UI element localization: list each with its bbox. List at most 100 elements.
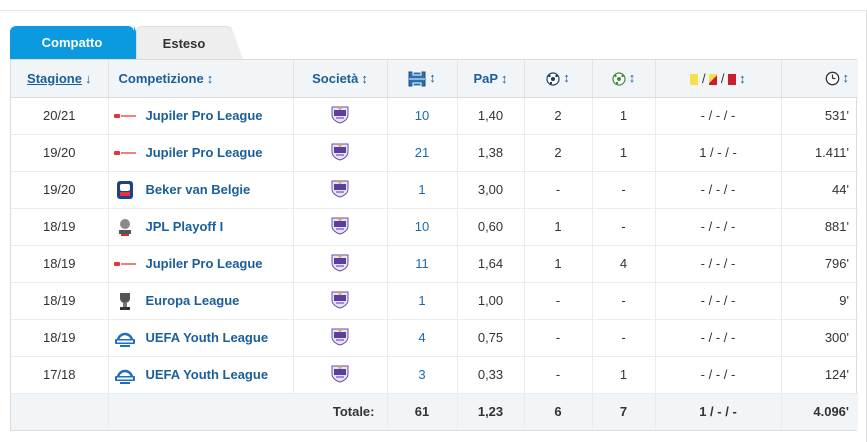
header-competition-label[interactable]: Competizione [118,70,204,86]
header-cards[interactable]: / / ↕ [655,60,782,98]
beker-van-belgie-logo[interactable] [114,179,136,201]
jupiler-pro-league-logo[interactable] [113,105,136,127]
sort-icon[interactable]: ↕ [206,70,214,86]
header-ppg[interactable]: PaP ↕ [457,60,525,98]
assists-cell: 1 [592,134,656,172]
sort-icon[interactable]: ↕ [361,70,368,86]
competition-cell: Jupiler Pro League [108,97,294,135]
club-crest-icon[interactable] [330,178,350,201]
season-cell: 19/20 [11,171,109,209]
sort-icon[interactable]: ↕ [563,70,570,86]
sort-desc-icon[interactable]: ↓ [84,70,92,86]
club-cell [293,171,388,209]
competition-cell: Europa League [108,282,294,320]
totals-cards: 1 / - / - [655,393,782,430]
table-row: 20/21 Jupiler Pro League 10 1,40 2 1- / - / -… [11,97,858,135]
appearances-cell[interactable]: 3 [387,356,458,394]
stats-table-container: Stagione ↓ Competizione ↕ Società ↕ ↕ PaP ↕ [10,59,858,431]
minutes-cell: 9' [781,282,858,320]
ppg-cell: 3,00 [457,171,525,209]
competition-link[interactable]: Jupiler Pro League [145,108,263,123]
goals-cell: - [524,356,593,394]
competition-link[interactable]: JPL Playoff I [145,219,224,234]
appearances-cell[interactable]: 10 [387,97,458,135]
totals-appearances: 61 [387,393,458,430]
sort-icon[interactable]: ↕ [628,70,636,86]
minutes-cell: 44' [781,171,858,209]
sort-icon[interactable]: ↕ [501,70,508,86]
cards-separator: / [702,70,706,86]
appearances-cell[interactable]: 1 [387,171,458,209]
header-season-label[interactable]: Stagione [27,70,82,86]
assists-cell: - [592,208,656,246]
season-cell: 20/21 [11,97,109,135]
table-row: 18/19 JPL Playoff I 10 0,60 1- - / - / -881' [11,208,858,246]
sort-icon[interactable]: ↕ [739,70,746,86]
competition-link[interactable]: Europa League [145,293,240,308]
assists-cell: 1 [592,356,656,394]
club-crest-icon[interactable] [330,215,350,238]
season-cell: 17/18 [11,356,109,394]
appearances-cell[interactable]: 10 [387,208,458,246]
header-club-label[interactable]: Società [312,70,359,86]
appearances-cell[interactable]: 4 [387,319,458,357]
competition-cell: UEFA Youth League [108,356,294,394]
competition-link[interactable]: Jupiler Pro League [145,256,263,271]
goals-cell: - [524,171,593,209]
club-crest-icon[interactable] [330,252,350,275]
totals-empty-cell [11,393,109,430]
header-assists[interactable]: ↕ [592,60,656,98]
ppg-cell: 0,75 [457,319,525,357]
cards-cell: - / - / - [655,319,782,357]
header-minutes[interactable]: ↕ [781,60,858,98]
uefa-youth-league-logo[interactable] [114,327,136,349]
tab-compatto[interactable]: Compatto [10,26,146,59]
club-crest-icon[interactable] [330,326,350,349]
header-competition[interactable]: Competizione ↕ [108,60,294,98]
competition-link[interactable]: UEFA Youth League [145,330,269,345]
header-appearances[interactable]: ↕ [387,60,458,98]
club-cell [293,134,388,172]
club-cell [293,245,388,283]
red-card-icon [728,73,737,85]
assists-cell: 4 [592,245,656,283]
jupiler-pro-league-logo[interactable] [113,142,136,164]
cards-cell: 1 / - / - [655,134,782,172]
stats-table: Stagione ↓ Competizione ↕ Società ↕ ↕ PaP ↕ [11,60,858,430]
competition-link[interactable]: Jupiler Pro League [145,145,263,160]
header-ppg-label[interactable]: PaP [473,70,499,86]
jpl-playoff-logo[interactable] [114,216,136,238]
cards-cell: - / - / - [655,97,782,135]
ppg-cell: 0,33 [457,356,525,394]
minutes-cell: 300' [781,319,858,357]
assist-ball-icon [612,72,626,86]
club-crest-icon[interactable] [330,141,350,164]
appearances-cell[interactable]: 1 [387,282,458,320]
table-row: 18/19 Jupiler Pro League 11 1,64 1 4- / - / -… [11,245,858,283]
minutes-cell: 531' [781,97,858,135]
club-crest-icon[interactable] [330,363,350,386]
jupiler-pro-league-logo[interactable] [113,253,136,275]
header-club[interactable]: Società ↕ [293,60,388,98]
club-cell [293,97,388,135]
club-crest-icon[interactable] [330,289,350,312]
appearances-cell[interactable]: 21 [387,134,458,172]
sort-icon[interactable]: ↕ [429,69,436,85]
header-goals[interactable]: ↕ [524,60,593,98]
uefa-youth-league-logo[interactable] [114,364,136,386]
header-season[interactable]: Stagione ↓ [11,60,109,98]
tab-esteso[interactable]: Esteso [136,26,243,59]
totals-assists: 7 [592,393,656,430]
europa-league-logo[interactable] [114,290,136,312]
competition-link[interactable]: UEFA Youth League [145,367,269,382]
appearances-cell[interactable]: 11 [387,245,458,283]
view-tabs: Compatto Esteso [10,26,243,59]
competition-link[interactable]: Beker van Belgie [145,182,251,197]
club-crest-icon[interactable] [330,104,350,127]
yellow-card-icon [690,73,699,85]
table-body: 20/21 Jupiler Pro League 10 1,40 2 1- / - / -… [11,97,858,430]
sort-icon[interactable]: ↕ [842,70,850,86]
ppg-cell: 0,60 [457,208,525,246]
assists-cell: - [592,171,656,209]
season-cell: 18/19 [11,319,109,357]
